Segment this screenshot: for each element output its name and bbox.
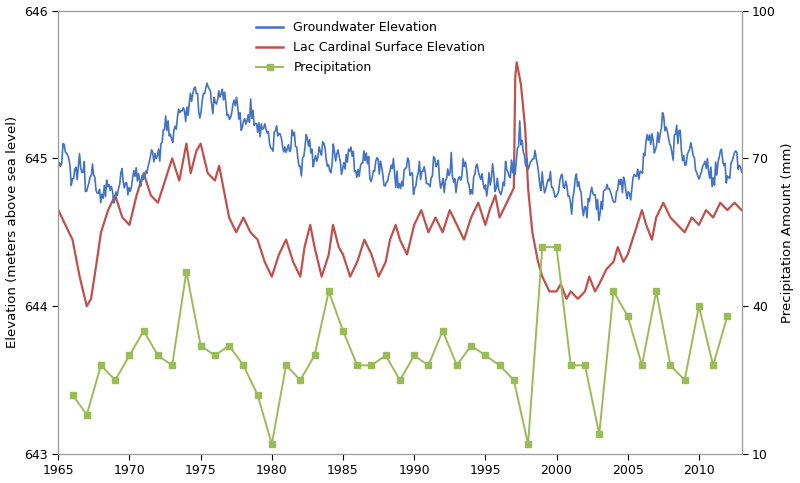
Y-axis label: Precipitation Amount (mm): Precipitation Amount (mm) — [782, 142, 794, 323]
Legend: Groundwater Elevation, Lac Cardinal Surface Elevation, Precipitation: Groundwater Elevation, Lac Cardinal Surf… — [256, 21, 486, 74]
Y-axis label: Elevation (meters above sea level): Elevation (meters above sea level) — [6, 116, 18, 348]
